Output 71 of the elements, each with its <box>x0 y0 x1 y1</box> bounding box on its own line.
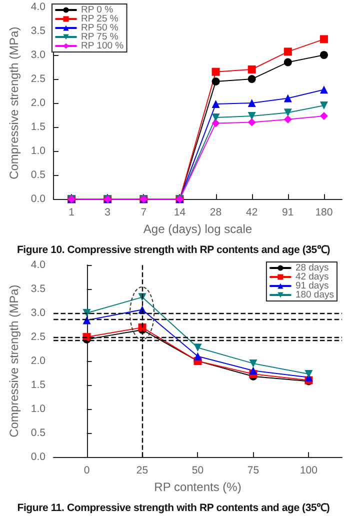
y-tick-label: 0.5 <box>30 427 46 440</box>
point <box>248 75 256 84</box>
x-tick-label: 3 <box>104 206 111 219</box>
legend-label: 180 days <box>295 290 334 300</box>
point <box>320 86 328 94</box>
y-tick-label: 2.5 <box>30 73 46 86</box>
x-axis-title: RP contents (%) <box>154 480 242 494</box>
point <box>284 48 292 56</box>
point <box>212 77 220 86</box>
y-tick-label: 1.0 <box>30 403 46 416</box>
point <box>248 99 256 108</box>
y-tick-label: 4.0 <box>30 1 46 13</box>
x-tick-label: 42 <box>246 206 258 219</box>
point <box>320 101 328 110</box>
y-tick-label: 3.5 <box>30 283 46 296</box>
y-axis-title: Compressive strength (MPa) <box>7 26 21 180</box>
x-tick-label: 91 <box>282 206 294 219</box>
y-tick-label: 0.0 <box>30 451 46 464</box>
x-tick-label: 0 <box>84 464 90 477</box>
y-axis-title: Compressive strength (MPa) <box>7 284 21 438</box>
point <box>284 94 292 102</box>
x-tick-label: 50 <box>192 464 204 477</box>
legend-label: RP 100 % <box>81 40 124 52</box>
y-tick-label: 3.0 <box>30 307 46 320</box>
point <box>320 51 328 60</box>
x-tick-label: 28 <box>210 206 222 219</box>
point <box>249 359 258 368</box>
y-tick-label: 1.0 <box>30 145 46 158</box>
y-tick-label: 2.0 <box>30 355 46 368</box>
y-tick-label: 2.0 <box>30 97 46 110</box>
legend-label: 42 days <box>295 272 329 282</box>
point <box>212 119 220 128</box>
x-tick-label: 14 <box>174 206 186 219</box>
point <box>194 352 202 360</box>
legend-label: RP 25 % <box>81 14 119 24</box>
point <box>320 35 328 44</box>
y-tick-label: 2.5 <box>30 331 46 344</box>
y-tick-label: 4.0 <box>30 259 46 271</box>
caption: Figure 10. Compressive strength with RP contents and age (35℃) <box>16 243 332 256</box>
x-axis-title: Age (days) log scale <box>143 222 252 236</box>
point <box>194 344 202 352</box>
x-tick-label: 100 <box>300 464 318 477</box>
legend-label: 91 days <box>295 280 329 292</box>
x-tick-label: 7 <box>140 206 147 219</box>
x-tick-label: 25 <box>136 464 148 477</box>
x-tick-label: 75 <box>247 464 260 477</box>
point <box>320 112 328 120</box>
point <box>82 309 91 318</box>
point <box>284 108 292 117</box>
legend-label: RP 75 % <box>81 32 119 42</box>
legend-label: RP 0 % <box>81 4 114 16</box>
x-tick-label: 1 <box>68 206 75 219</box>
point <box>284 58 292 66</box>
point <box>138 323 146 332</box>
y-tick-label: 0.0 <box>30 193 46 206</box>
y-tick-label: 1.5 <box>30 379 46 392</box>
point <box>212 100 220 108</box>
legend-label: 28 days <box>295 262 329 274</box>
x-tick-label: 180 <box>315 206 333 219</box>
point <box>212 68 220 76</box>
y-tick-label: 3.0 <box>30 49 46 62</box>
point <box>248 65 256 74</box>
point <box>249 366 258 375</box>
point <box>284 115 292 124</box>
point <box>304 370 313 378</box>
point <box>248 118 256 126</box>
caption: Figure 11. Compressive strength with RP contents and age (35℃) <box>16 501 331 514</box>
legend-label: RP 50 % <box>81 22 119 34</box>
y-tick-label: 0.5 <box>30 169 46 182</box>
y-tick-label: 3.5 <box>30 25 46 38</box>
y-tick-label: 1.5 <box>30 121 46 134</box>
